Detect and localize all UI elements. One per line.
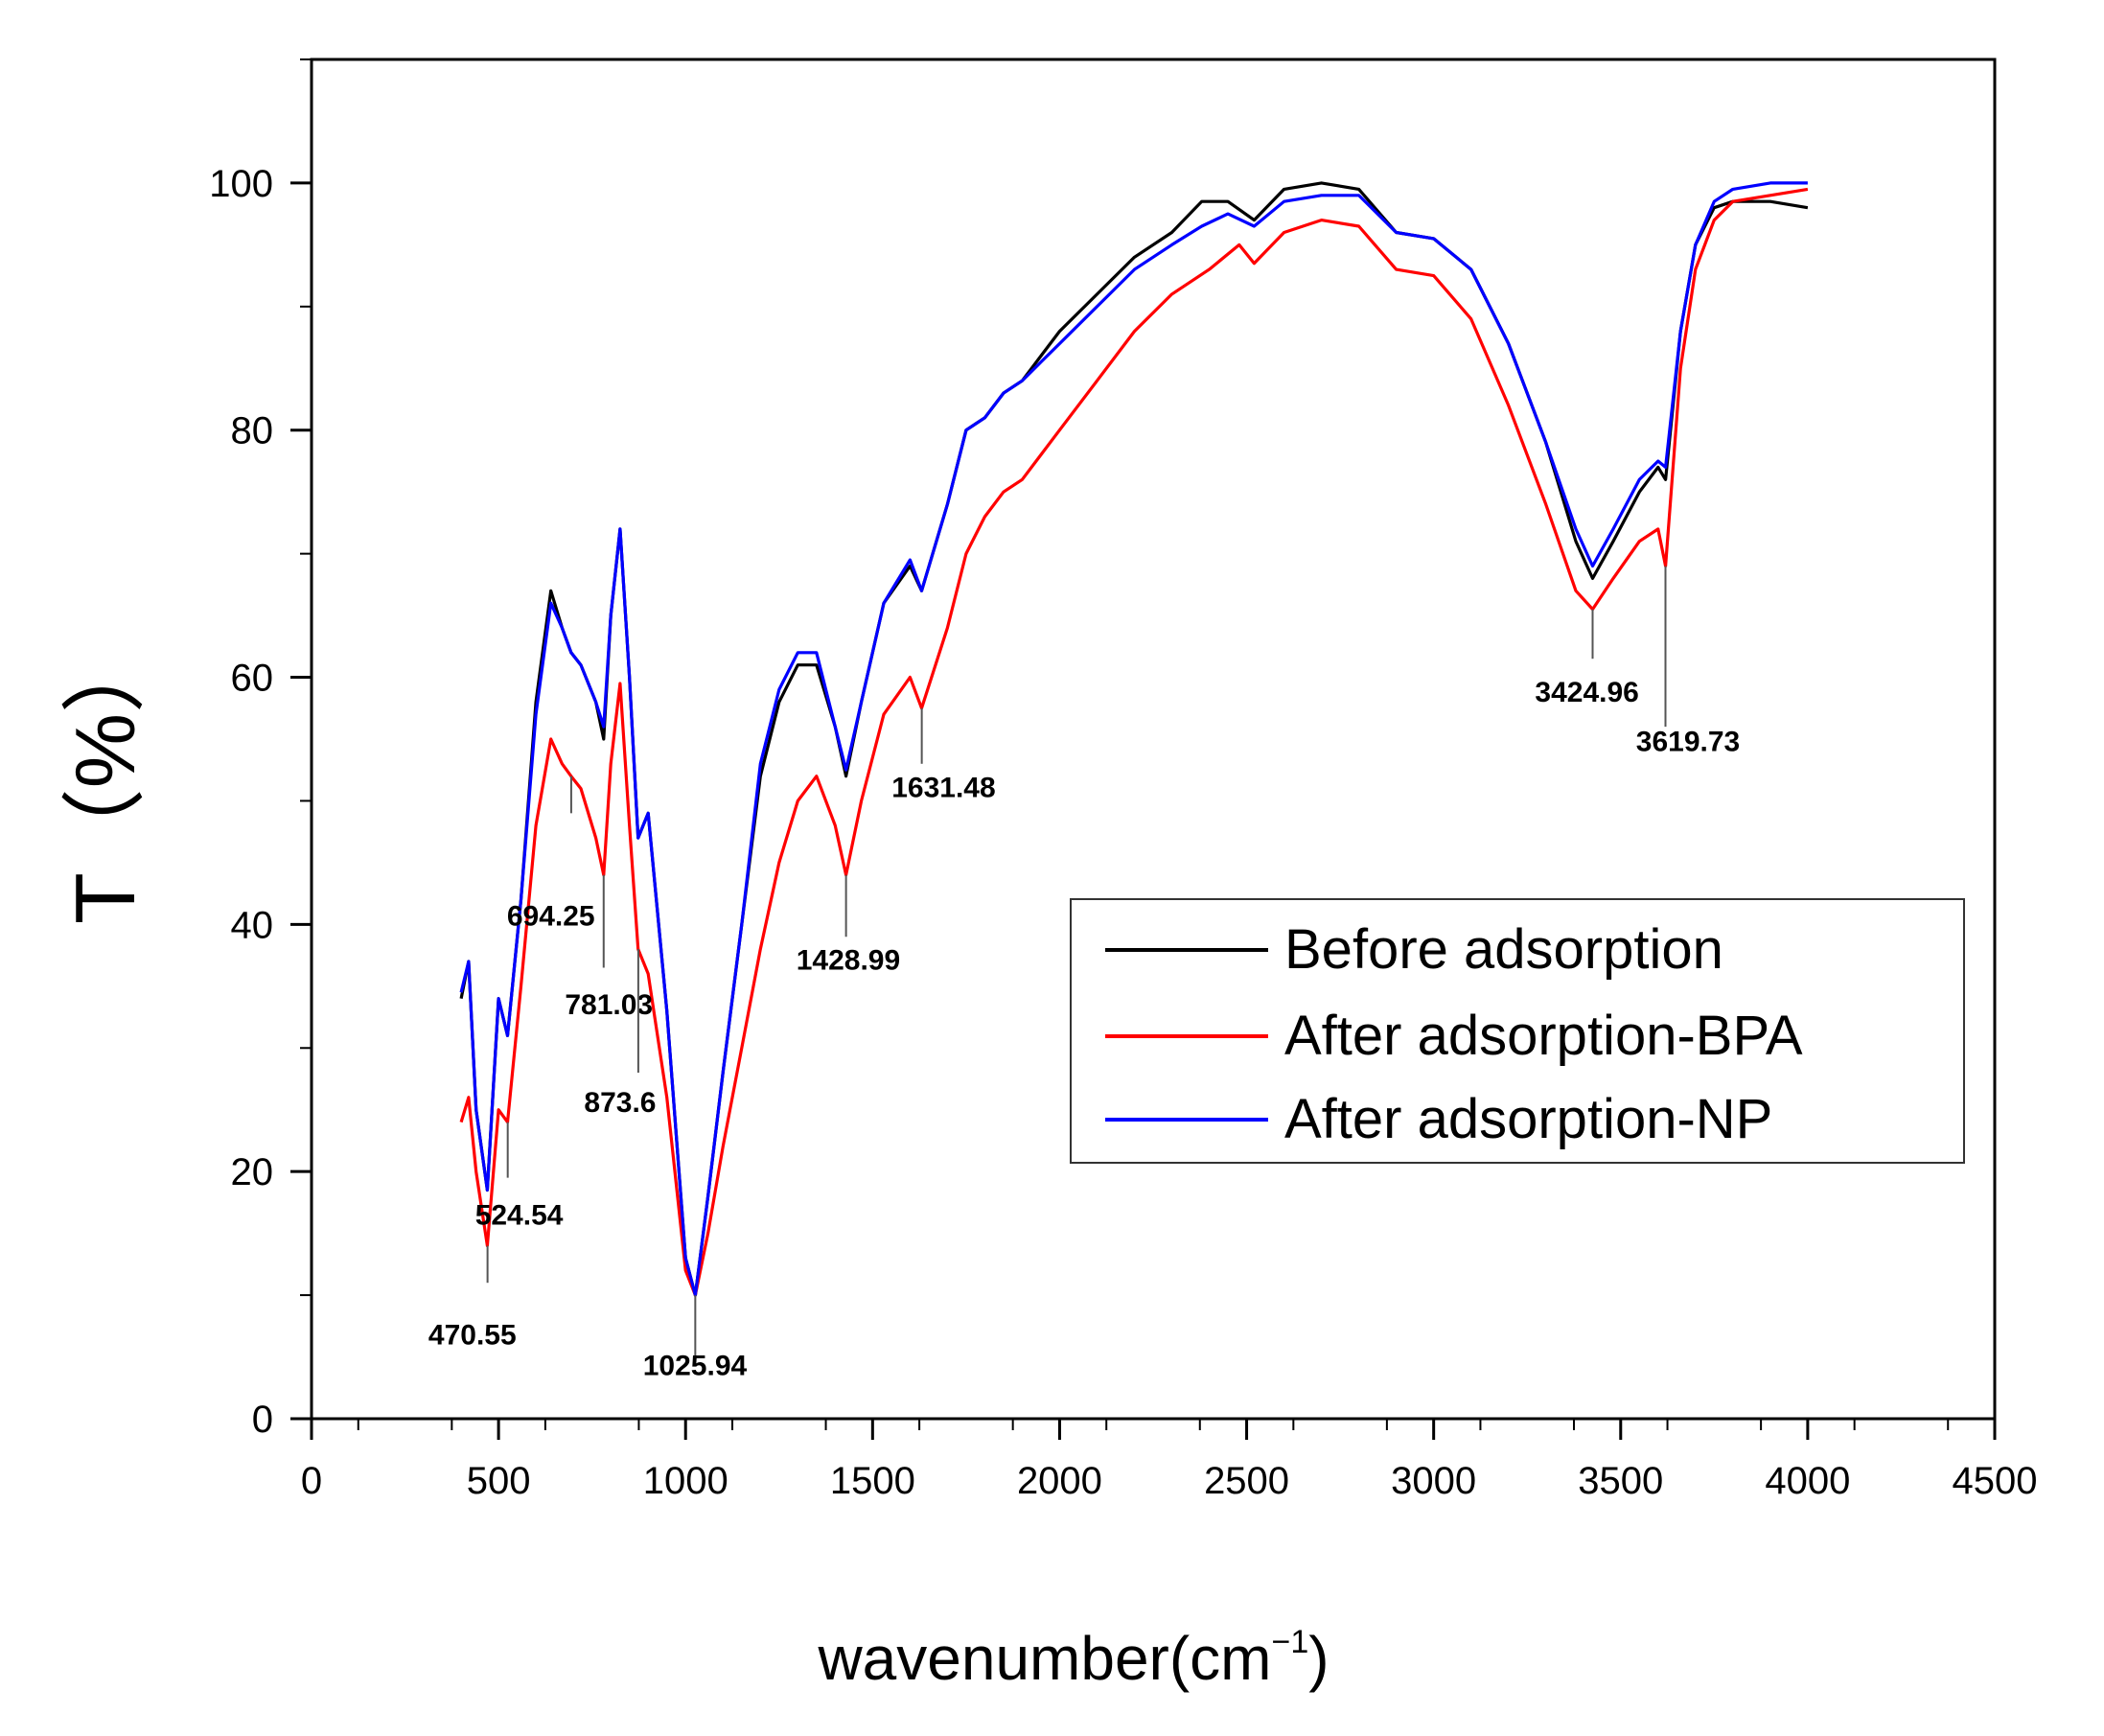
axis-ticks: 0 500 1000 1500 2000 2500 3000 3500 4000 4500 0 20 4… [209,58,2038,1502]
y-axis-title: T（%） [58,629,152,924]
y-tick-label: 60 [231,658,274,700]
y-tick-label: 100 [209,163,273,205]
plot-frame [310,58,1997,1421]
x-tick-label: 0 [301,1460,322,1502]
annotation-label: 781.03 [565,989,653,1021]
annotation-label: 1631.48 [891,772,995,803]
x-tick-label: 3500 [1578,1460,1663,1502]
peak-annotations: 470.55 524.54 694.25 781.03 873.6 1025.94 1428… [428,566,1740,1382]
annotation-label: 3424.96 [1535,677,1638,708]
y-tick-label: 80 [231,410,274,452]
annotation-label: 470.55 [428,1319,517,1351]
x-tick-label: 2500 [1204,1460,1289,1502]
x-axis-title-sup: −1 [1271,1624,1308,1660]
x-tick-label: 4500 [1953,1460,2038,1502]
x-axis-title: wavenumber(cm−1) [817,1624,1329,1693]
x-axis-title-main: wavenumber(cm [817,1624,1271,1693]
legend-label-np: After adsorption-NP [1284,1088,1772,1150]
legend-label-before: Before adsorption [1284,918,1723,981]
y-tick-label: 0 [252,1399,273,1441]
annotation-label: 694.25 [507,900,595,932]
y-tick-label: 20 [231,1151,274,1193]
annotation-label: 873.6 [584,1087,656,1119]
series-lines [459,181,1809,1297]
x-tick-label: 4000 [1765,1460,1850,1502]
series-line-after-adsorption-np [459,181,1808,1297]
x-tick-label: 500 [467,1460,531,1502]
legend: Before adsorption After adsorption-BPA A… [1070,898,1965,1164]
x-axis-title-close: ) [1308,1624,1329,1693]
x-tick-label: 3000 [1391,1460,1476,1502]
annotation-label: 524.54 [475,1199,564,1231]
annotation-label: 1025.94 [643,1351,748,1382]
y-tick-label: 40 [231,904,274,946]
x-tick-label: 1000 [643,1460,728,1502]
legend-label-bpa: After adsorption-BPA [1284,1005,1803,1067]
annotation-label: 1428.99 [797,945,900,977]
x-tick-label: 2000 [1017,1460,1102,1502]
series-line-after-adsorption-bpa [459,187,1809,1297]
x-tick-label: 1500 [830,1460,915,1502]
annotation-label: 3619.73 [1636,727,1740,758]
